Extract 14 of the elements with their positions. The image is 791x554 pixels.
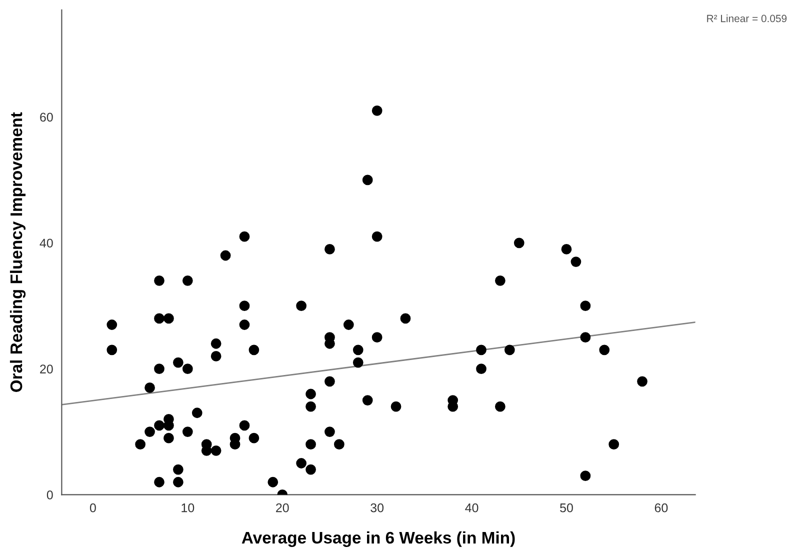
- y-tick-label: 20: [40, 364, 53, 374]
- x-tick-label: 50: [560, 503, 573, 512]
- x-tick-label: 20: [276, 503, 289, 512]
- x-tick-label: 10: [182, 503, 194, 512]
- y-tick-label: 60: [40, 112, 53, 122]
- text: R² Linear = 0.059: [707, 14, 787, 22]
- x-tick-label: 60: [654, 503, 668, 512]
- x-tick-label: 0: [90, 503, 96, 512]
- x-axis-title: Average Usage in 6 Weeks (in Min): [242, 531, 515, 547]
- x-tick-label: 30: [370, 503, 384, 512]
- y-tick-label: 40: [40, 238, 53, 248]
- x-tick-label: 40: [465, 503, 478, 512]
- y-tick-label: 0: [46, 490, 53, 500]
- y-axis-title: Oral Reading Fluency Improvement: [10, 112, 26, 392]
